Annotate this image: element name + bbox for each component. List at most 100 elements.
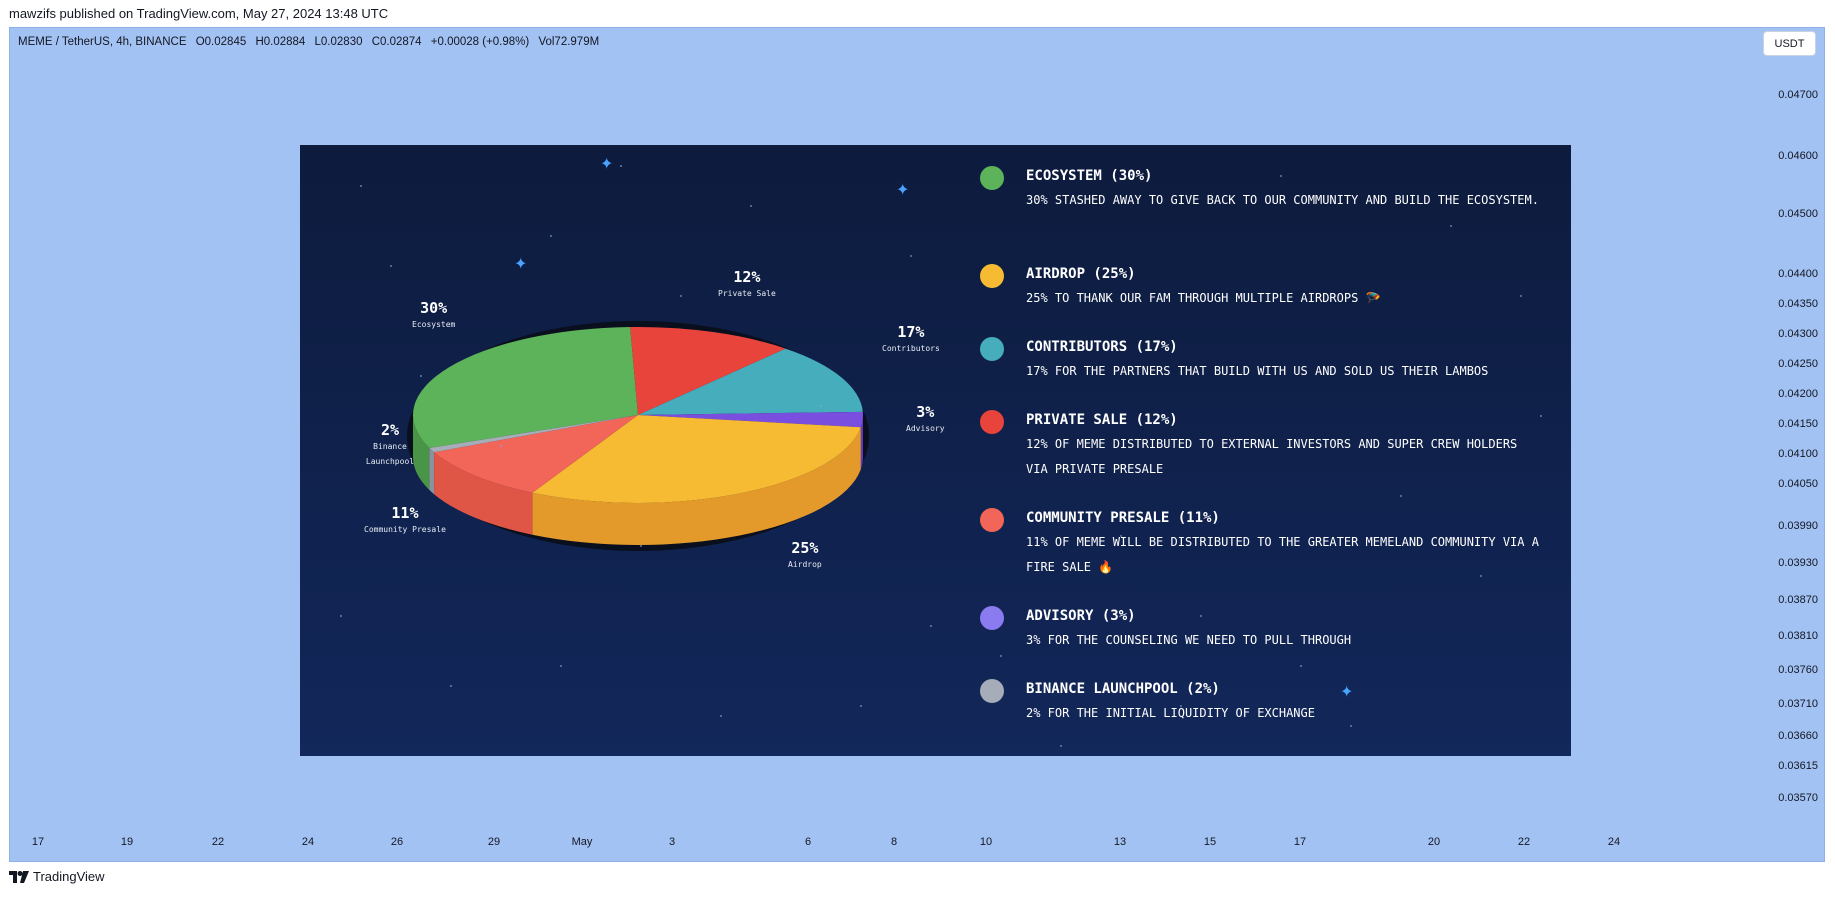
star bbox=[860, 705, 862, 707]
pie-chart-svg bbox=[407, 321, 869, 551]
price-axis-label: 0.03990 bbox=[1778, 520, 1818, 532]
pie-chart: 30% Ecosystem 12% Private Sale 17% Contribu… bbox=[300, 145, 945, 756]
price-axis-label: 0.03710 bbox=[1778, 698, 1818, 710]
price-axis-label: 0.04400 bbox=[1778, 268, 1818, 280]
star bbox=[640, 545, 642, 547]
star bbox=[820, 405, 822, 407]
legend-item-ecosystem: ECOSYSTEM (30%) 30% STASHED AWAY TO GIVE… bbox=[980, 165, 1540, 263]
legend-dot-community-presale bbox=[980, 508, 1004, 532]
pie-slice-community bbox=[434, 415, 638, 493]
star bbox=[1120, 535, 1122, 537]
currency-button[interactable]: USDT bbox=[1763, 31, 1816, 56]
pct-label-airdrop: 25% Airdrop bbox=[788, 539, 822, 570]
time-axis-label: 26 bbox=[390, 836, 404, 848]
legend-desc: 30% STASHED AWAY TO GIVE BACK TO OUR COM… bbox=[1026, 193, 1539, 207]
star bbox=[1350, 725, 1352, 727]
ohlc-close: C0.02874 bbox=[371, 36, 422, 48]
price-axis-label: 0.03570 bbox=[1778, 792, 1818, 804]
time-axis-label: 20 bbox=[1427, 836, 1441, 848]
price-axis-label: 0.04300 bbox=[1778, 328, 1818, 340]
star bbox=[390, 265, 392, 267]
time-axis-label: 10 bbox=[979, 836, 993, 848]
time-axis[interactable]: 17 19 22 24 26 29 May 3 6 8 10 13 15 17 20 22 24 bbox=[10, 826, 1746, 861]
legend-title: BINANCE LAUNCHPOOL (2%) bbox=[1026, 681, 1220, 697]
tradingview-logo-icon bbox=[9, 870, 29, 883]
price-axis-label: 0.04600 bbox=[1778, 150, 1818, 162]
star bbox=[420, 375, 422, 377]
time-axis-label: 22 bbox=[1517, 836, 1531, 848]
legend-dot-binance-launchpool bbox=[980, 679, 1004, 703]
price-axis-label: 0.03930 bbox=[1778, 557, 1818, 569]
time-axis-label: 19 bbox=[120, 836, 134, 848]
price-axis-label: 0.03870 bbox=[1778, 594, 1818, 606]
legend-item-private-sale: PRIVATE SALE (12%) 12% OF MEME DISTRIBUT… bbox=[980, 409, 1540, 507]
pct-label-advisory: 3% Advisory bbox=[906, 403, 945, 434]
legend-desc: 11% OF MEME WILL BE DISTRIBUTED TO THE G… bbox=[1026, 535, 1539, 574]
star bbox=[930, 625, 932, 627]
legend-title: ECOSYSTEM (30%) bbox=[1026, 168, 1153, 184]
legend-dot-airdrop bbox=[980, 264, 1004, 288]
star bbox=[1000, 655, 1002, 657]
time-axis-label: 3 bbox=[668, 836, 676, 848]
star bbox=[1480, 575, 1482, 577]
sparkle: ✦ bbox=[1340, 684, 1354, 701]
chart-area[interactable]: MEME / TetherUS, 4h, BINANCE O0.02845 H0… bbox=[9, 27, 1825, 862]
star bbox=[910, 255, 912, 257]
time-axis-label: 17 bbox=[31, 836, 45, 848]
time-axis-label: 22 bbox=[211, 836, 225, 848]
pie-side-ecosystem bbox=[413, 415, 430, 490]
symbol-info-line: MEME / TetherUS, 4h, BINANCE O0.02845 H0… bbox=[18, 36, 605, 48]
price-axis-label: 0.03615 bbox=[1778, 760, 1818, 772]
legend-title: COMMUNITY PRESALE (11%) bbox=[1026, 510, 1220, 526]
time-axis-label: 8 bbox=[890, 836, 898, 848]
legend-item-community-presale: COMMUNITY PRESALE (11%) 11% OF MEME WILL… bbox=[980, 507, 1540, 605]
time-axis-label: 15 bbox=[1203, 836, 1217, 848]
legend-desc: 2% FOR THE INITIAL LIQUIDITY OF EXCHANGE bbox=[1026, 706, 1315, 720]
legend-dot-contributors bbox=[980, 337, 1004, 361]
price-axis-label: 0.04700 bbox=[1778, 89, 1818, 101]
price-axis-label: 0.04150 bbox=[1778, 418, 1818, 430]
ohlc-high: H0.02884 bbox=[255, 36, 306, 48]
star bbox=[360, 185, 362, 187]
pie-slice-binance bbox=[429, 415, 638, 453]
star bbox=[1280, 175, 1282, 177]
time-axis-label: 17 bbox=[1293, 836, 1307, 848]
time-axis-label: 24 bbox=[301, 836, 315, 848]
published-header: mawzifs published on TradingView.com, Ma… bbox=[9, 6, 389, 21]
price-axis-label: 0.04050 bbox=[1778, 478, 1818, 490]
symbol-name[interactable]: MEME / TetherUS, 4h, BINANCE bbox=[18, 36, 187, 48]
legend-item-binance-launchpool: BINANCE LAUNCHPOOL (2%) 2% FOR THE INITI… bbox=[980, 678, 1540, 728]
tradingview-logo[interactable]: TradingView bbox=[9, 869, 105, 884]
pct-label-ecosystem: 30% Ecosystem bbox=[412, 299, 456, 330]
star bbox=[750, 205, 752, 207]
legend-dot-ecosystem bbox=[980, 166, 1004, 190]
legend-dot-private-sale bbox=[980, 410, 1004, 434]
legend-item-advisory: ADVISORY (3%) 3% FOR THE COUNSELING WE N… bbox=[980, 605, 1540, 678]
pie-side-community bbox=[434, 452, 533, 535]
price-axis[interactable]: 0.04700 0.04600 0.04500 0.04400 0.04350 0.043… bbox=[1744, 28, 1824, 828]
tradingview-brand: TradingView bbox=[33, 869, 105, 884]
price-axis-label: 0.03810 bbox=[1778, 630, 1818, 642]
pie-slice-airdrop bbox=[532, 415, 861, 503]
legend-desc: 3% FOR THE COUNSELING WE NEED TO PULL TH… bbox=[1026, 633, 1352, 647]
star bbox=[1180, 705, 1182, 707]
time-axis-label: 13 bbox=[1113, 836, 1127, 848]
ohlc-low: L0.02830 bbox=[314, 36, 363, 48]
star bbox=[550, 235, 552, 237]
pie-slice-ecosystem bbox=[412, 327, 638, 448]
price-axis-label: 0.04200 bbox=[1778, 388, 1818, 400]
star bbox=[450, 685, 452, 687]
star bbox=[680, 295, 682, 297]
star bbox=[1520, 295, 1522, 297]
pie-side-airdrop bbox=[532, 427, 861, 545]
star bbox=[1300, 665, 1302, 667]
legend-title: AIRDROP (25%) bbox=[1026, 266, 1136, 282]
star bbox=[1060, 745, 1062, 747]
time-axis-label: 29 bbox=[487, 836, 501, 848]
star bbox=[1450, 225, 1452, 227]
sparkle: ✦ bbox=[896, 182, 910, 199]
sparkle: ✦ bbox=[514, 256, 528, 273]
pct-label-contributors: 17% Contributors bbox=[882, 323, 940, 354]
star bbox=[1540, 415, 1542, 417]
legend-title: CONTRIBUTORS (17%) bbox=[1026, 339, 1178, 355]
